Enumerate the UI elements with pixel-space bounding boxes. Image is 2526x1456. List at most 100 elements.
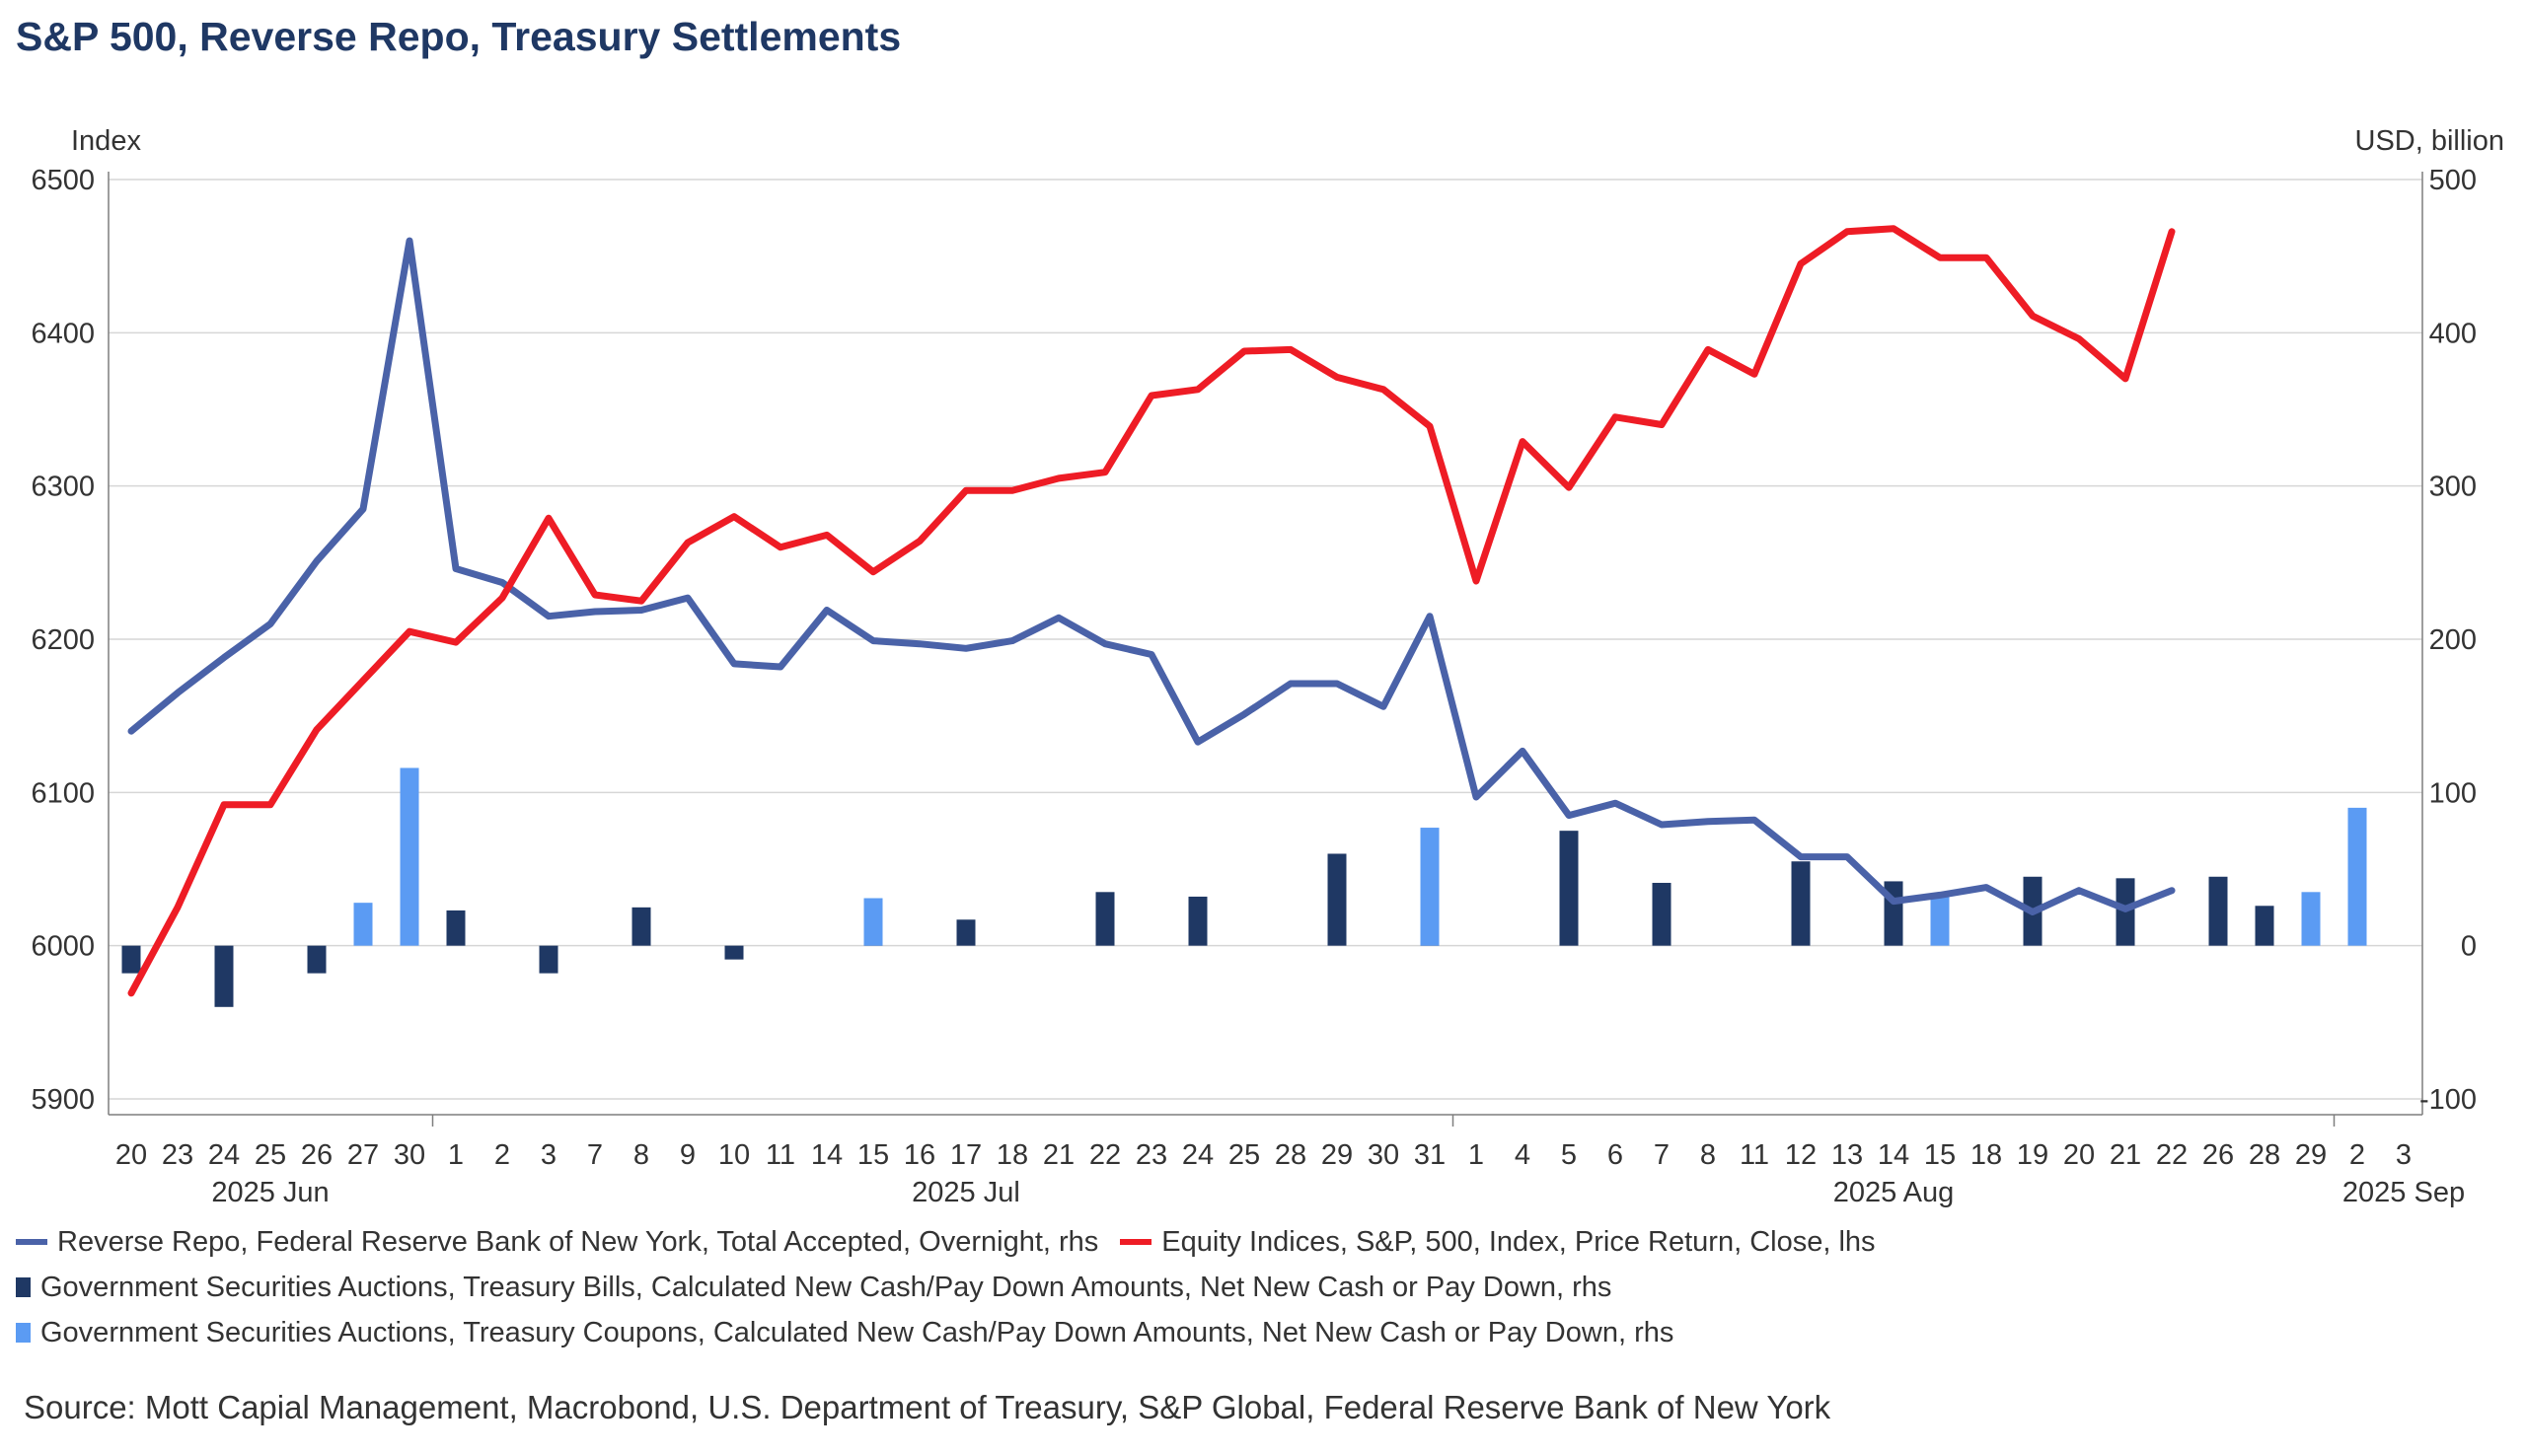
right-tick-label: -100: [2419, 1084, 2477, 1116]
legend-label-treasury-coupons: Government Securities Auctions, Treasury…: [40, 1316, 1674, 1348]
right-tick-label: 300: [2429, 472, 2477, 503]
right-tick-label: 200: [2429, 624, 2477, 656]
x-tick-label: 13: [1831, 1139, 1863, 1171]
legend-item-treasury-bills[interactable]: Government Securities Auctions, Treasury…: [16, 1272, 1611, 1304]
left-tick-label: 6500: [31, 165, 95, 196]
x-tick-label: 17: [950, 1139, 982, 1171]
bar: [214, 945, 234, 1007]
legend-swatch-sp500: [1120, 1239, 1152, 1245]
x-tick-label: 14: [811, 1139, 843, 1171]
x-tick-label: 30: [1368, 1139, 1399, 1171]
x-tick-label: 24: [208, 1139, 240, 1171]
bar: [863, 898, 883, 946]
x-tick-label: 1: [1468, 1139, 1484, 1171]
bar: [2208, 876, 2228, 946]
axis-labels: 5900 -100 6000 0 6100 100 6200 200 6300 300 6400 40…: [31, 125, 2504, 1208]
x-tick-label: 1: [448, 1139, 464, 1171]
bar: [2347, 807, 2367, 946]
x-tick-label: 31: [1414, 1139, 1446, 1171]
x-tick-label: 5: [1561, 1139, 1577, 1171]
legend-swatch-reverse-repo: [16, 1239, 47, 1245]
x-tick-label: 29: [1321, 1139, 1353, 1171]
bar: [2301, 892, 2321, 946]
x-tick-label: 28: [1275, 1139, 1306, 1171]
x-tick-label: 26: [2202, 1139, 2234, 1171]
x-tick-label: 2: [494, 1139, 510, 1171]
x-tick-label: 9: [680, 1139, 696, 1171]
chart-title: S&P 500, Reverse Repo, Treasury Settleme…: [16, 14, 902, 59]
x-tick-label: 23: [1136, 1139, 1167, 1171]
left-tick-label: 6300: [31, 472, 95, 503]
bars: [121, 767, 2367, 1007]
x-tick-label: 3: [541, 1139, 557, 1171]
bar: [1930, 895, 1950, 946]
x-tick-label: 3: [2396, 1139, 2412, 1171]
bar: [400, 767, 419, 946]
x-tick-label: 22: [2156, 1139, 2188, 1171]
right-tick-label: 400: [2429, 318, 2477, 349]
legend-item-treasury-coupons[interactable]: Government Securities Auctions, Treasury…: [16, 1317, 1673, 1349]
legend-swatch-treasury-bills: [16, 1277, 31, 1297]
month-label: 2025 Sep: [2342, 1177, 2465, 1208]
bar: [307, 945, 327, 974]
x-tick-label: 25: [1228, 1139, 1260, 1171]
sp500-line: [127, 225, 2176, 997]
x-tick-label: 29: [2295, 1139, 2327, 1171]
x-tick-label: 15: [857, 1139, 889, 1171]
bar: [1652, 882, 1672, 946]
x-tick-label: 2: [2349, 1139, 2365, 1171]
x-tick-label: 18: [1970, 1139, 2002, 1171]
x-tick-label: 20: [115, 1139, 147, 1171]
legend-item-sp500[interactable]: Equity Indices, S&P, 500, Index, Price R…: [1120, 1225, 1876, 1259]
month-label: 2025 Jul: [912, 1177, 1020, 1208]
legend-label-reverse-repo: Reverse Repo, Federal Reserve Bank of Ne…: [57, 1225, 1099, 1258]
x-tick-label: 6: [1607, 1139, 1623, 1171]
bar: [1420, 828, 1440, 946]
bar: [539, 945, 558, 974]
x-tick-label: 10: [718, 1139, 750, 1171]
left-tick-label: 6100: [31, 777, 95, 809]
x-tick-label: 16: [904, 1139, 935, 1171]
reverse-repo-line: [127, 237, 2176, 915]
bar: [1327, 853, 1347, 946]
x-tick-label: 27: [347, 1139, 379, 1171]
bar: [1095, 892, 1115, 946]
x-tick-label: 25: [255, 1139, 286, 1171]
right-axis-label: USD, billion: [2355, 125, 2505, 157]
left-axis-label: Index: [71, 125, 141, 157]
bar: [724, 945, 744, 960]
legend-row-2: Government Securities Auctions, Treasury…: [16, 1265, 1897, 1310]
bar: [353, 903, 373, 946]
left-tick-label: 6400: [31, 318, 95, 349]
x-tick-label: 4: [1515, 1139, 1530, 1171]
legend: Reverse Repo, Federal Reserve Bank of Ne…: [16, 1219, 1897, 1355]
x-tick-label: 14: [1878, 1139, 1909, 1171]
legend-item-reverse-repo[interactable]: Reverse Repo, Federal Reserve Bank of Ne…: [16, 1226, 1098, 1259]
x-tick-label: 12: [1785, 1139, 1817, 1171]
x-tick-label: 7: [1654, 1139, 1670, 1171]
legend-label-sp500: Equity Indices, S&P, 500, Index, Price R…: [1161, 1225, 1876, 1258]
x-tick-label: 24: [1182, 1139, 1214, 1171]
x-tick-label: 8: [633, 1139, 649, 1171]
bar: [1791, 861, 1811, 946]
month-label: 2025 Jun: [211, 1177, 329, 1208]
bar: [1559, 831, 1579, 946]
legend-row-1: Reverse Repo, Federal Reserve Bank of Ne…: [16, 1219, 1897, 1265]
x-tick-label: 30: [394, 1139, 425, 1171]
x-tick-label: 8: [1700, 1139, 1716, 1171]
x-tick-label: 18: [997, 1139, 1028, 1171]
bar: [446, 910, 466, 946]
left-tick-label: 6200: [31, 624, 95, 656]
legend-label-treasury-bills: Government Securities Auctions, Treasury…: [40, 1271, 1612, 1303]
bar: [2255, 906, 2274, 946]
right-tick-label: 500: [2429, 165, 2477, 196]
month-label: 2025 Aug: [1833, 1177, 1955, 1208]
x-tick-label: 28: [2249, 1139, 2280, 1171]
x-tick-label: 21: [1043, 1139, 1075, 1171]
axes: [108, 172, 2423, 1127]
x-tick-label: 11: [766, 1139, 795, 1171]
bar: [632, 907, 651, 946]
x-tick-label: 26: [301, 1139, 333, 1171]
right-tick-label: 0: [2461, 931, 2477, 963]
